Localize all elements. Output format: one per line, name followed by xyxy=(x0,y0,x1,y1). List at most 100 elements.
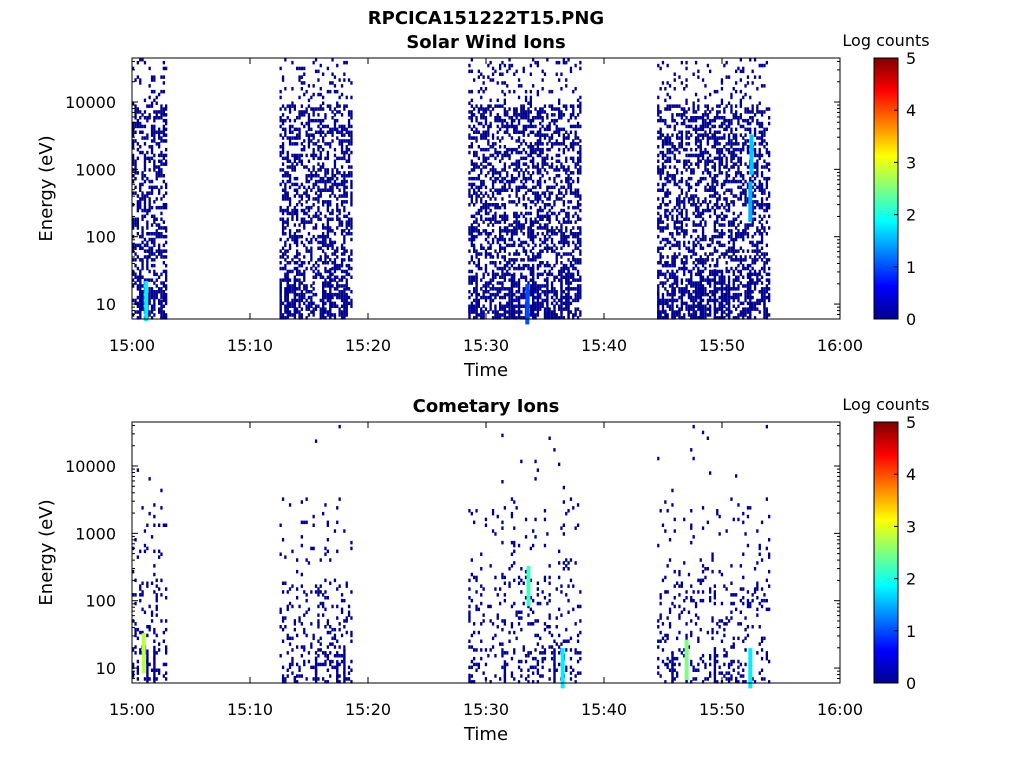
heatmap-cell xyxy=(549,270,551,274)
heatmap-cell xyxy=(163,139,165,143)
heatmap-cell xyxy=(747,307,749,311)
heatmap-cell xyxy=(478,209,480,213)
heatmap-cell xyxy=(759,142,761,146)
heatmap-cell xyxy=(282,119,284,123)
heatmap-cell xyxy=(714,235,716,239)
heatmap-cell xyxy=(702,78,704,82)
heatmap-cell xyxy=(565,226,567,230)
heatmap-cell xyxy=(303,218,305,222)
heatmap-cell xyxy=(141,226,143,230)
heatmap-cell xyxy=(141,113,143,117)
heatmap-cell xyxy=(685,154,687,158)
heatmap-cell xyxy=(511,229,513,233)
heatmap-cell xyxy=(579,61,581,65)
heatmap-cell xyxy=(537,110,539,114)
heatmap-cell xyxy=(577,189,579,193)
heatmap-cell xyxy=(315,171,317,175)
heatmap-cell xyxy=(478,90,480,94)
heatmap-cell xyxy=(754,281,756,285)
heatmap-cell xyxy=(744,139,746,143)
heatmap-streak xyxy=(678,309,680,319)
heatmap-cell xyxy=(504,287,506,291)
heatmap-cell xyxy=(475,249,477,253)
heatmap-cell xyxy=(339,307,341,311)
heatmap-cell xyxy=(678,131,680,135)
heatmap-cell xyxy=(704,235,706,239)
heatmap-cell xyxy=(759,102,761,106)
heatmap-cell xyxy=(688,218,690,222)
heatmap-cell xyxy=(294,206,296,210)
heatmap-cell xyxy=(490,232,492,236)
heatmap-cell xyxy=(671,113,673,117)
heatmap-cell xyxy=(284,258,286,262)
heatmap-cell xyxy=(473,78,475,82)
heatmap-cell xyxy=(690,125,692,129)
heatmap-cell xyxy=(674,78,676,82)
heatmap-cell xyxy=(506,171,508,175)
heatmap-cell xyxy=(141,247,143,251)
heatmap-cell xyxy=(506,270,508,274)
heatmap-cell xyxy=(497,203,499,207)
heatmap-cell xyxy=(492,67,494,71)
heatmap-cell xyxy=(504,226,506,230)
heatmap-cell xyxy=(690,313,692,317)
heatmap-cell xyxy=(137,75,139,79)
heatmap-cell xyxy=(523,203,525,207)
heatmap-cell xyxy=(714,209,716,213)
heatmap-cell xyxy=(730,255,732,259)
heatmap-cell xyxy=(542,241,544,245)
heatmap-cell xyxy=(752,267,754,271)
heatmap-cell xyxy=(532,58,534,62)
heatmap-cell xyxy=(308,194,310,198)
heatmap-cell xyxy=(690,162,692,166)
heatmap-cell xyxy=(711,119,713,123)
heatmap-cell xyxy=(480,73,482,77)
heatmap-cell xyxy=(317,131,319,135)
heatmap-cell xyxy=(560,209,562,213)
heatmap-cell xyxy=(544,128,546,132)
heatmap-cell xyxy=(752,241,754,245)
heatmap-cell xyxy=(518,244,520,248)
heatmap-cell xyxy=(537,220,539,224)
heatmap-cell xyxy=(485,249,487,253)
heatmap-cell xyxy=(525,142,527,146)
heatmap-cell xyxy=(534,148,536,152)
heatmap-cell xyxy=(348,264,350,268)
heatmap-cell xyxy=(165,183,167,187)
heatmap-cell xyxy=(688,197,690,201)
heatmap-cell xyxy=(485,174,487,178)
heatmap-cell xyxy=(539,122,541,126)
heatmap-cell xyxy=(310,310,312,314)
heatmap-cell xyxy=(287,255,289,259)
heatmap-cell xyxy=(317,258,319,262)
heatmap-cell xyxy=(669,180,671,184)
heatmap-cell xyxy=(662,183,664,187)
heatmap-cell xyxy=(532,131,534,135)
heatmap-cell xyxy=(711,160,713,164)
heatmap-cell xyxy=(707,255,709,259)
heatmap-cell xyxy=(693,261,695,265)
heatmap-cell xyxy=(527,145,529,149)
heatmap-cell xyxy=(704,252,706,256)
heatmap-cell xyxy=(296,128,298,132)
heatmap-cell xyxy=(158,206,160,210)
heatmap-cell xyxy=(331,278,333,282)
heatmap-cell xyxy=(306,305,308,309)
heatmap-cell xyxy=(475,191,477,195)
heatmap-cell xyxy=(287,165,289,169)
heatmap-cell xyxy=(156,186,158,190)
heatmap-cell xyxy=(676,133,678,137)
heatmap-cell xyxy=(137,302,139,306)
heatmap-cell xyxy=(341,258,343,262)
heatmap-cell xyxy=(702,299,704,303)
heatmap-cell xyxy=(683,160,685,164)
heatmap-cell xyxy=(726,104,728,108)
heatmap-cell xyxy=(523,223,525,227)
heatmap-cell xyxy=(685,116,687,120)
heatmap-cell xyxy=(579,125,581,129)
heatmap-cell xyxy=(754,58,756,62)
heatmap-cell xyxy=(291,299,293,303)
heatmap-cell xyxy=(695,252,697,256)
heatmap-cell xyxy=(471,276,473,280)
heatmap-cell xyxy=(565,177,567,181)
